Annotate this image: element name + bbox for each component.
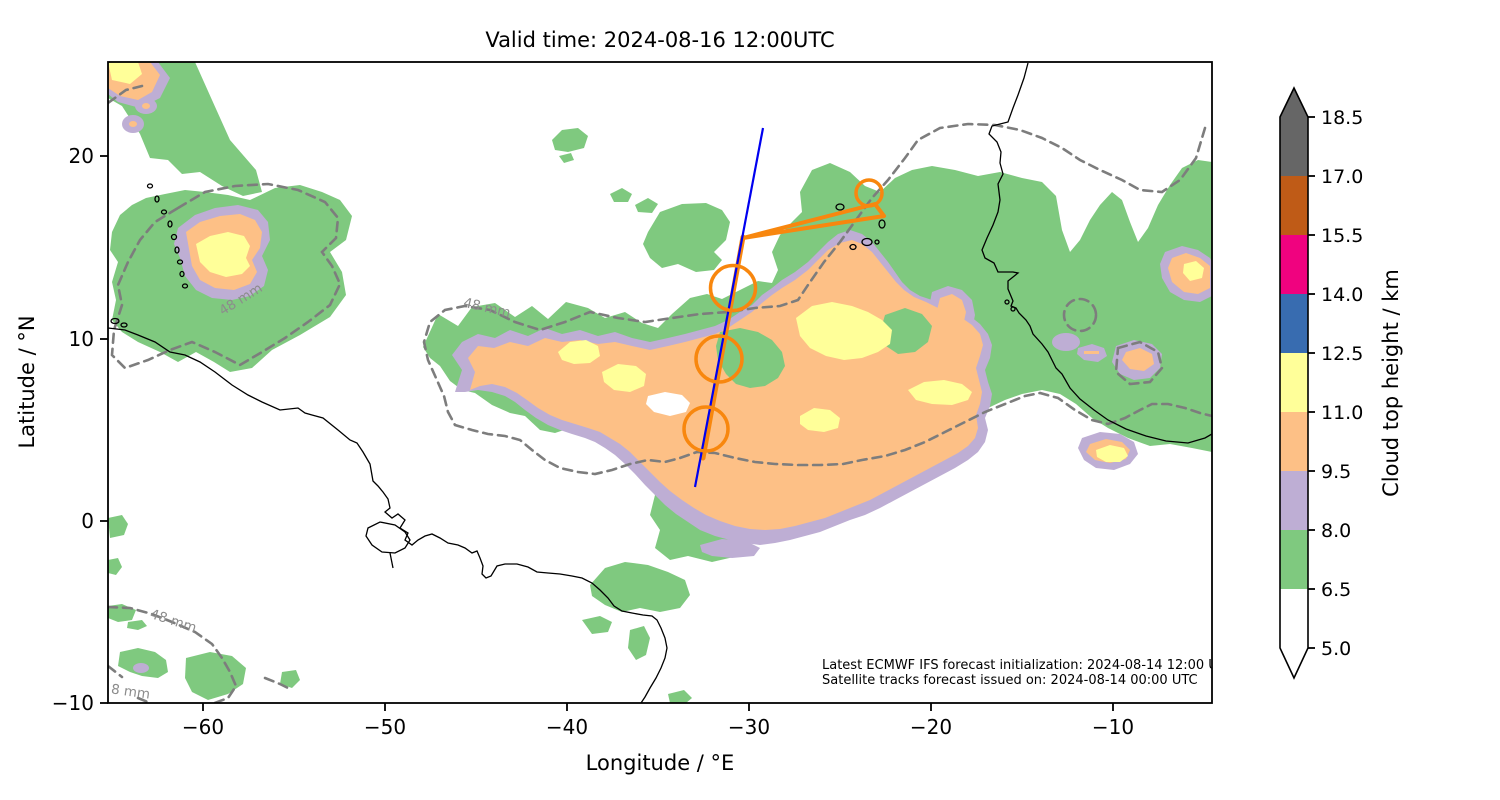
x-tick: −40 [546, 715, 588, 739]
colorbar-extend-over [1280, 88, 1308, 117]
coastline-south-america [108, 327, 668, 703]
y-tick-labels: 20 10 0 −10 [52, 144, 94, 715]
y-tick: −10 [52, 691, 94, 715]
y-axis [100, 155, 108, 704]
x-tick: −30 [728, 715, 770, 739]
coastlines [108, 62, 1212, 703]
coastline-west-africa [981, 62, 1212, 444]
islands-trinidad [110, 317, 128, 328]
x-tick: −20 [910, 715, 952, 739]
cbar-tick: 18.5 [1321, 107, 1363, 129]
colorbar-tick-labels: 18.5 17.0 15.5 14.0 12.5 11.0 9.5 8.0 6.… [1321, 107, 1363, 660]
precip-contour-48mm [108, 84, 1212, 703]
target-circle-3 [694, 334, 744, 384]
islands-lesser-antilles [146, 183, 189, 289]
cbar-tick: 17.0 [1321, 166, 1363, 188]
y-axis-label: Latitude / °N [15, 315, 39, 448]
colorbar-segments [1280, 88, 1308, 678]
cbar-tick: 11.0 [1321, 402, 1363, 424]
footnote-track-issued: Satellite tracks forecast issued on: 202… [822, 673, 1198, 688]
coastline-marajo-island [365, 521, 411, 554]
cbar-tick: 8.0 [1321, 520, 1351, 542]
x-tick: −60 [182, 715, 224, 739]
colorbar-extend-under [1280, 648, 1308, 678]
x-tick-labels: −60 −50 −40 −30 −20 −10 [182, 715, 1134, 739]
islands-cape-verde [835, 203, 886, 251]
plot-title: Valid time: 2024-08-16 12:00UTC [485, 28, 834, 52]
colorbar-label: Cloud top height / km [1379, 269, 1403, 497]
contour-label-8mm: 8 mm [110, 681, 151, 702]
colorbar-ticks [1308, 116, 1315, 649]
islands-guinea-bissau [1004, 299, 1016, 312]
satellite-track-overlay [682, 127, 886, 488]
cbar-tick: 12.5 [1321, 343, 1363, 365]
cbar-tick: 9.5 [1321, 461, 1351, 483]
y-tick: 10 [69, 327, 94, 351]
forecast-footnotes: Latest ECMWF IFS forecast initialization… [822, 658, 1234, 688]
x-axis-label: Longitude / °E [586, 751, 735, 775]
x-tick: −50 [364, 715, 406, 739]
map-content: 48 mm 48 mm 48 mm 8 mm [108, 62, 1234, 703]
cloud-band-yellow [108, 62, 1204, 462]
cbar-tick: 5.0 [1321, 638, 1351, 660]
cloud-band-pockets [646, 308, 932, 416]
cbar-tick: 15.5 [1321, 225, 1363, 247]
axes-frame [107, 61, 1213, 704]
x-axis [202, 703, 1114, 711]
cbar-tick: 6.5 [1321, 579, 1351, 601]
target-circle-1 [854, 178, 884, 208]
colorbar: 18.5 17.0 15.5 14.0 12.5 11.0 9.5 8.0 6.… [1279, 86, 1403, 680]
footnote-init-time: Latest ECMWF IFS forecast initialization… [822, 658, 1234, 673]
target-circle-4 [682, 405, 730, 453]
track-swath-outline [741, 202, 886, 240]
y-tick: 0 [81, 509, 94, 533]
x-tick: −10 [1092, 715, 1134, 739]
coastline-amazon-spike [389, 552, 394, 569]
y-tick: 20 [69, 144, 94, 168]
satellite-ground-track [693, 127, 765, 488]
target-circle-2 [708, 263, 758, 313]
cbar-tick: 14.0 [1321, 284, 1363, 306]
